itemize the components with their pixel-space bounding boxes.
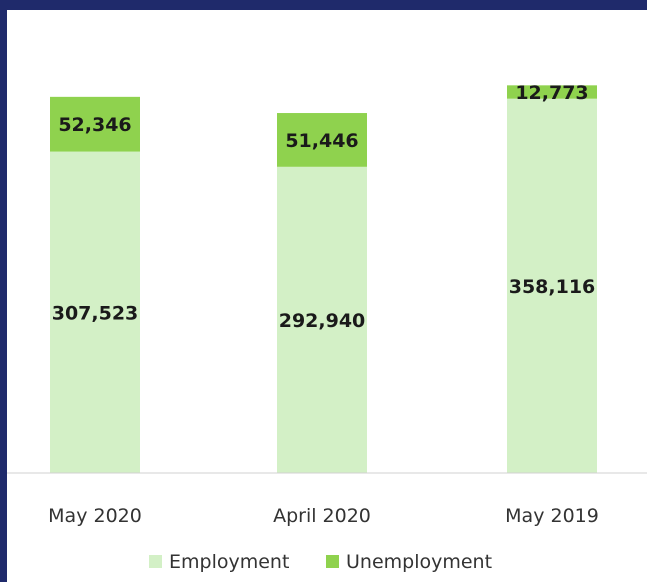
bar-employment-3 [507,98,597,473]
x-tick-label-2: April 2020 [273,505,371,527]
chart-panel: 307,523 52,346 292,940 51,446 358,116 12,773 … [7,10,647,582]
x-tick-label-1: May 2020 [48,505,142,527]
stacked-bar-chart: 307,52352,346292,94051,446358,11612,773 … [7,82,647,573]
data-label-employment-3: 358,116 [509,276,596,298]
bar-employment-2 [277,166,367,473]
bar-unemployment-1 [50,96,140,152]
bar-employment-1 [50,151,140,473]
data-labels-group: 307,523 52,346 292,940 51,446 358,116 12,773 [52,82,596,332]
data-label-unemployment-3: 12,773 [515,82,588,104]
legend-swatch-employment [149,555,162,568]
x-tick-label-3: May 2019 [505,505,599,527]
x-tick-labels: May 2020 April 2020 May 2019 [48,505,599,527]
bars-group [50,85,597,473]
data-label-employment-1: 307,523 [52,302,139,324]
data-label-unemployment-1: 52,346 [58,114,131,136]
legend-swatch-unemployment [326,555,339,568]
legend: Employment Unemployment [149,551,492,573]
data-label-employment-2: 292,940 [279,310,366,332]
legend-label-employment: Employment [169,551,289,573]
legend-label-unemployment: Unemployment [346,551,492,573]
data-label-unemployment-2: 51,446 [285,130,358,152]
bar-unemployment-2 [277,113,367,167]
bar-unemployment-3 [507,85,597,99]
